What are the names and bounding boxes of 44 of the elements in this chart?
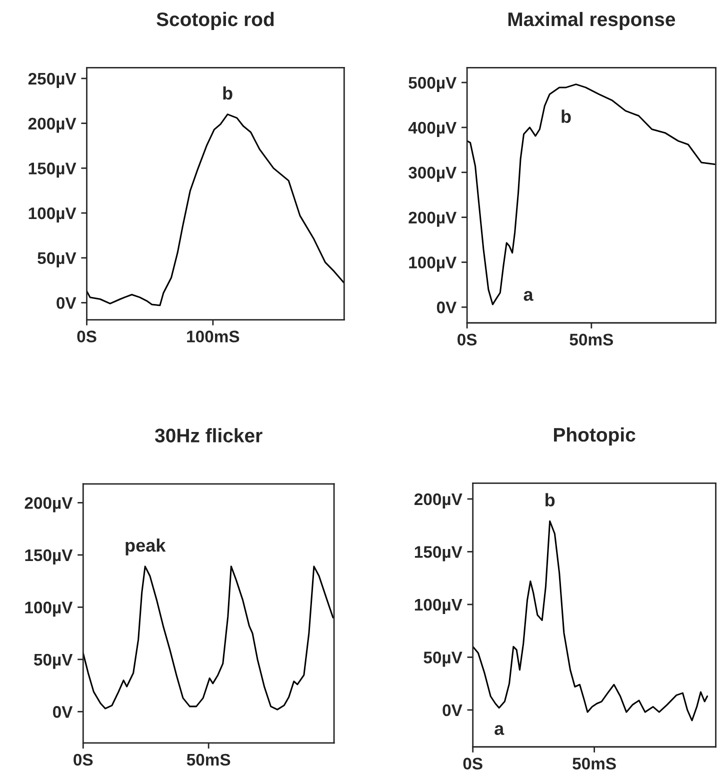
x-tick-label: 50mS xyxy=(186,754,230,766)
y-tick-label: 200µV xyxy=(24,497,73,512)
y-tick-label: 100µV xyxy=(414,598,462,614)
y-tick-label: 100µV xyxy=(28,207,76,223)
x-tick-label: 0S xyxy=(74,754,93,766)
y-tick-label: 0V xyxy=(56,297,76,309)
line-series xyxy=(83,566,334,710)
y-tick-label: 200µV xyxy=(408,212,457,227)
x-tick-label: 100mS xyxy=(187,330,240,342)
chart-title: Maximal response xyxy=(508,12,676,30)
x-tick-label: 0S xyxy=(463,758,482,770)
annotation: b xyxy=(562,110,571,123)
y-tick-label: 500µV xyxy=(408,76,457,92)
x-tick-label: 50mS xyxy=(570,334,613,346)
annotation: a xyxy=(524,290,534,301)
x-tick-label: 0S xyxy=(458,334,477,346)
y-tick-label: 150µV xyxy=(28,162,76,178)
annotation: b xyxy=(223,86,232,100)
x-tick-label: 0S xyxy=(77,330,96,342)
y-tick-label: 50µV xyxy=(34,654,73,669)
y-tick-label: 200µV xyxy=(414,493,462,508)
annotation: a xyxy=(494,725,504,735)
y-tick-label: 150µV xyxy=(414,546,462,562)
chart-title: Scotopic rod xyxy=(156,12,274,30)
chart-title: Photopic xyxy=(554,427,636,446)
line-series xyxy=(472,520,708,722)
y-tick-label: 300µV xyxy=(408,166,457,182)
y-tick-label: 250µV xyxy=(28,72,76,88)
y-tick-label: 150µV xyxy=(25,549,73,564)
y-tick-label: 50µV xyxy=(38,252,76,268)
line-series xyxy=(86,114,344,306)
y-tick-label: 0V xyxy=(442,704,462,716)
annotation: b xyxy=(546,493,555,506)
x-tick-label: 50mS xyxy=(572,758,616,770)
y-tick-label: 200µV xyxy=(28,118,76,133)
y-tick-label: 0V xyxy=(53,706,73,718)
chart-title: 30Hz flicker xyxy=(154,428,262,442)
y-tick-label: 400µV xyxy=(408,122,457,137)
line-series xyxy=(467,84,716,306)
y-tick-label: 50µV xyxy=(424,652,462,667)
annotation: peak xyxy=(126,538,166,556)
y-tick-label: 0V xyxy=(436,302,457,314)
y-tick-label: 100µV xyxy=(409,256,457,272)
y-tick-label: 100µV xyxy=(25,602,73,617)
